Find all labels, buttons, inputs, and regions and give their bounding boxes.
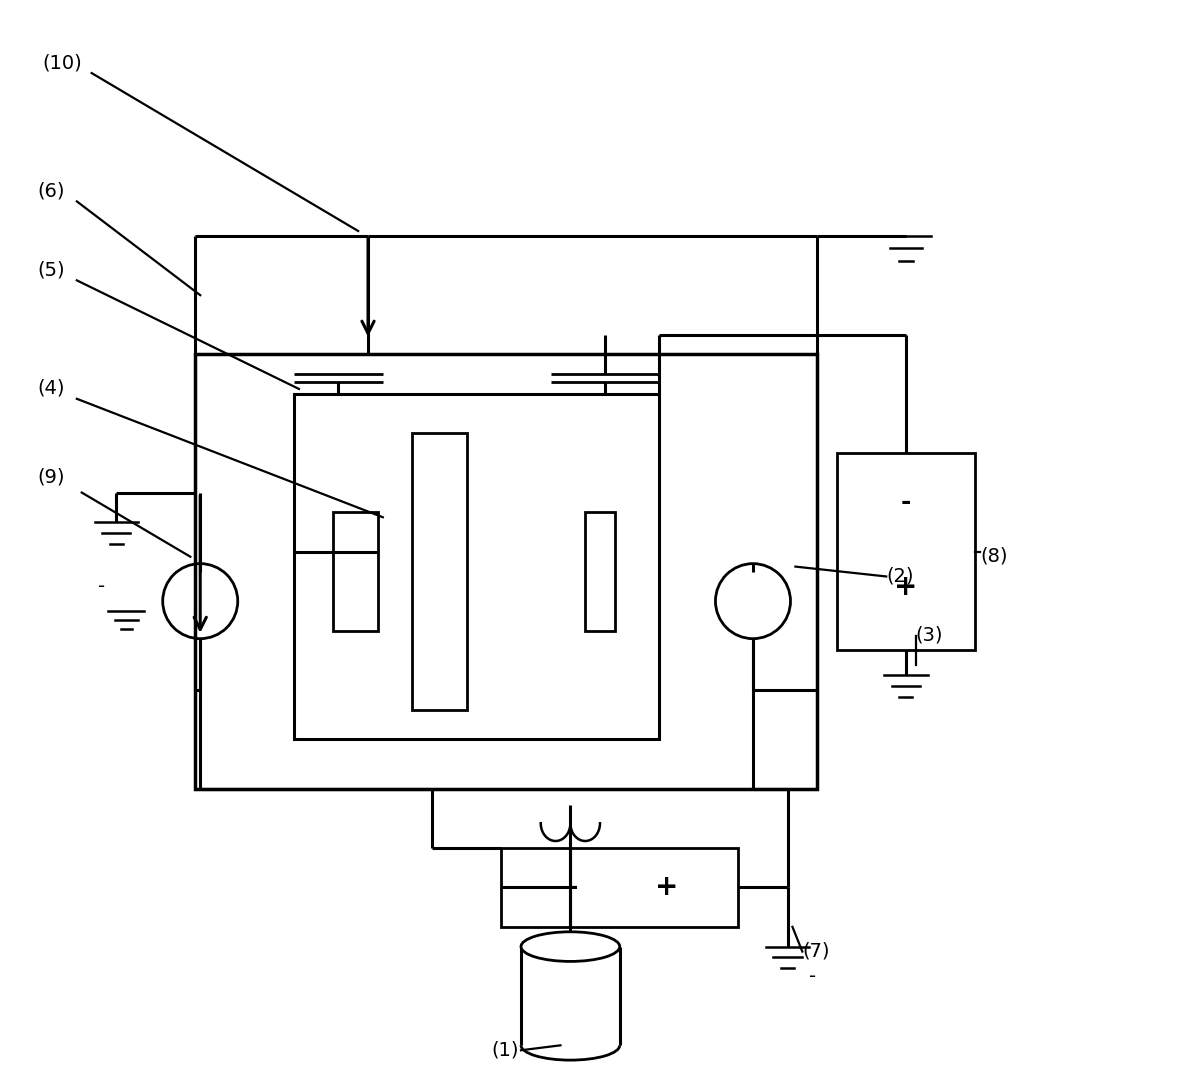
Bar xyxy=(837,453,975,651)
Bar xyxy=(413,433,466,710)
Bar xyxy=(294,393,659,740)
Text: (3): (3) xyxy=(916,626,944,644)
Text: (8): (8) xyxy=(980,547,1007,566)
Text: (2): (2) xyxy=(886,566,914,585)
Text: +: + xyxy=(655,874,679,902)
Text: +: + xyxy=(895,574,917,601)
Bar xyxy=(195,355,817,789)
Text: -: - xyxy=(901,491,911,515)
Ellipse shape xyxy=(521,932,620,962)
Bar xyxy=(585,512,615,630)
Text: -: - xyxy=(567,876,578,899)
Text: (9): (9) xyxy=(37,467,65,487)
Bar xyxy=(501,848,738,927)
Text: (7): (7) xyxy=(803,941,830,961)
Text: (4): (4) xyxy=(37,378,65,398)
Bar xyxy=(334,512,378,630)
Text: (10): (10) xyxy=(42,54,83,72)
Text: -: - xyxy=(98,577,105,596)
Text: -: - xyxy=(808,967,816,986)
Text: (5): (5) xyxy=(37,260,65,280)
Text: (1): (1) xyxy=(492,1040,519,1059)
Text: (6): (6) xyxy=(37,181,65,200)
